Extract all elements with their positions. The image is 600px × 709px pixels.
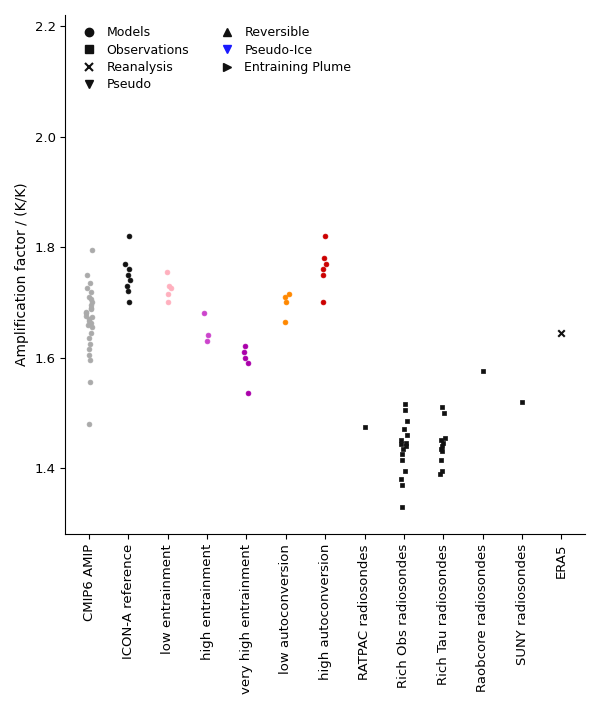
Point [162, 266, 172, 277]
Point [436, 454, 446, 465]
Point [437, 446, 447, 457]
Point [82, 308, 91, 319]
Point [124, 230, 134, 242]
Point [84, 344, 94, 355]
Point [557, 327, 566, 338]
Point [87, 244, 97, 255]
Point [86, 318, 95, 329]
Point [397, 449, 407, 460]
Point [517, 396, 527, 408]
Point [437, 440, 447, 452]
Point [401, 398, 410, 410]
Point [438, 437, 448, 449]
Point [318, 296, 328, 308]
Point [86, 299, 96, 311]
Point [400, 404, 409, 415]
Point [397, 439, 406, 450]
Point [164, 280, 173, 291]
Point [81, 306, 91, 318]
Point [164, 289, 173, 300]
Point [86, 376, 95, 388]
Point [284, 289, 294, 300]
Point [398, 443, 408, 454]
Point [402, 429, 412, 440]
Point [243, 388, 253, 399]
Point [436, 435, 445, 446]
Point [241, 341, 250, 352]
Point [85, 349, 94, 360]
Point [82, 310, 91, 321]
Point [202, 335, 212, 347]
Point [87, 311, 97, 323]
Point [397, 479, 407, 490]
Point [87, 321, 97, 333]
Point [398, 501, 407, 513]
Point [240, 352, 250, 363]
Point [84, 333, 94, 344]
Point [85, 313, 94, 325]
Point [322, 258, 331, 269]
Point [319, 269, 328, 280]
Point [478, 366, 487, 377]
Point [437, 401, 446, 413]
Point [401, 440, 411, 452]
Point [397, 474, 406, 485]
Point [125, 274, 135, 286]
Point [440, 432, 449, 443]
Point [124, 269, 133, 280]
Point [166, 283, 175, 294]
Point [437, 465, 447, 476]
Point [164, 296, 173, 308]
Point [436, 443, 446, 454]
Point [436, 468, 445, 479]
Point [86, 302, 95, 313]
Point [123, 286, 133, 297]
Point [86, 294, 96, 305]
Point [360, 421, 370, 432]
Point [399, 424, 409, 435]
Point [86, 286, 95, 298]
Point [85, 338, 95, 350]
Point [200, 308, 209, 319]
Point [318, 264, 328, 275]
Point [121, 258, 130, 269]
Point [281, 296, 291, 308]
Point [87, 296, 97, 308]
Point [400, 465, 410, 476]
Legend: Models, Observations, Reanalysis, Pseudo, Reversible, Pseudo-Ice, Entraining Plu: Models, Observations, Reanalysis, Pseudo… [71, 21, 356, 96]
Point [401, 437, 411, 448]
Point [84, 291, 94, 303]
Point [82, 269, 92, 280]
Point [124, 264, 134, 275]
Point [86, 327, 96, 338]
Point [85, 418, 94, 430]
Point [402, 415, 412, 427]
Point [281, 291, 290, 303]
Point [85, 277, 95, 289]
Point [397, 454, 406, 465]
Point [203, 330, 213, 341]
Point [319, 252, 328, 264]
Point [83, 320, 93, 331]
Point [124, 296, 133, 308]
Point [82, 283, 91, 294]
Point [243, 357, 253, 369]
Point [439, 407, 449, 418]
Point [280, 316, 290, 328]
Point [85, 316, 94, 327]
Point [239, 346, 249, 357]
Point [86, 303, 96, 315]
Point [122, 280, 132, 291]
Point [85, 354, 94, 366]
Point [397, 435, 406, 446]
Y-axis label: Amplification factor / (K/K): Amplification factor / (K/K) [15, 183, 29, 367]
Point [320, 230, 330, 242]
